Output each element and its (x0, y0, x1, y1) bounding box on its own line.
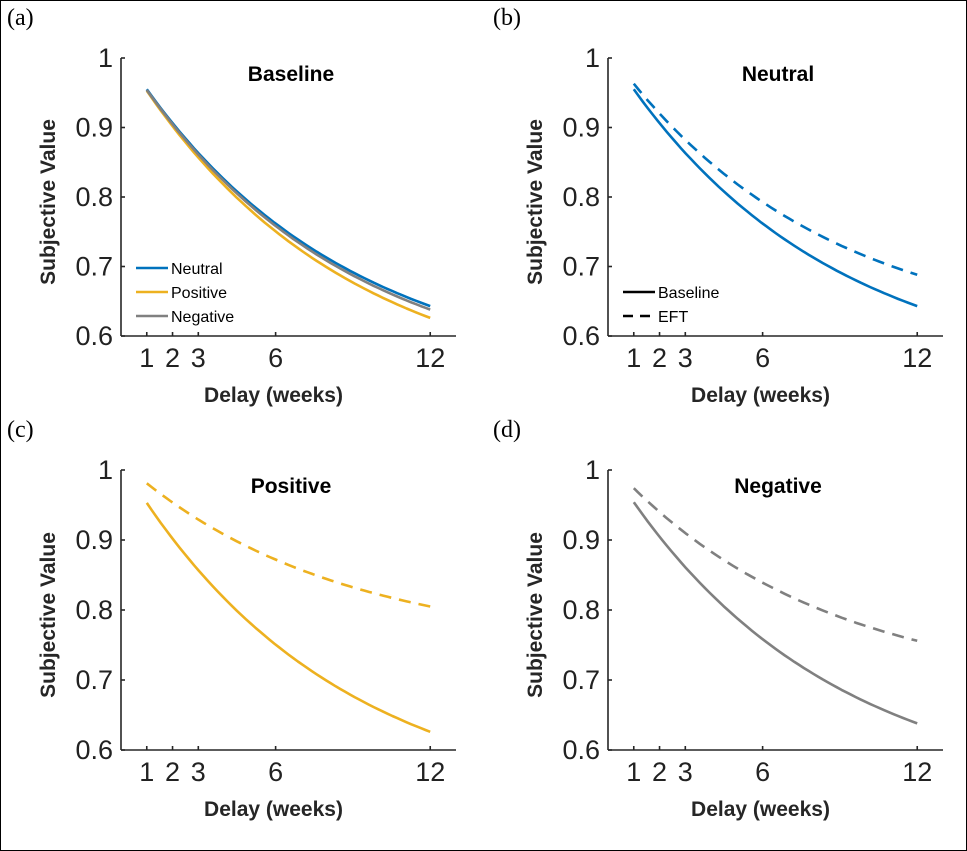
panel-letter: (c) (7, 417, 34, 443)
chart-title: Positive (251, 475, 332, 498)
chart-title: Negative (734, 475, 822, 498)
legend-label: Neutral (171, 261, 223, 278)
x-tick-label: 1 (139, 343, 154, 373)
x-tick-label: 3 (191, 757, 206, 787)
panel-letter: (d) (493, 417, 521, 443)
series-line-eft (145, 482, 431, 608)
y-tick-label: 0.9 (75, 525, 113, 555)
x-axis-label: Delay (weeks) (204, 384, 343, 407)
series-line-negative (145, 89, 431, 311)
x-tick-label: 12 (902, 343, 932, 373)
y-tick-label: 0.9 (562, 525, 600, 555)
y-tick-label: 0.9 (562, 113, 600, 143)
x-tick-label: 3 (678, 343, 693, 373)
chart-title: Neutral (742, 63, 814, 86)
y-axis-label: Subjective Value (524, 532, 547, 698)
x-tick-label: 6 (268, 343, 283, 373)
y-tick-label: 0.7 (562, 665, 600, 695)
series-line-positive (145, 89, 431, 320)
x-tick-label: 12 (902, 757, 932, 787)
x-tick-label: 1 (626, 343, 641, 373)
x-tick-label: 1 (139, 757, 154, 787)
y-tick-label: 1 (98, 455, 113, 485)
x-axis-label: Delay (weeks) (691, 384, 830, 407)
x-tick-label: 2 (165, 343, 180, 373)
y-tick-label: 0.6 (562, 321, 600, 351)
series-line-baseline (145, 502, 431, 734)
x-tick-label: 6 (268, 757, 283, 787)
x-tick-label: 12 (415, 343, 445, 373)
series-line-baseline (632, 501, 918, 725)
y-tick-label: 1 (585, 43, 600, 73)
x-tick-label: 2 (652, 343, 667, 373)
series-line-baseline (632, 88, 918, 308)
x-tick-label: 3 (191, 343, 206, 373)
y-tick-label: 0.6 (562, 735, 600, 765)
y-tick-label: 0.6 (75, 321, 113, 351)
y-tick-label: 0.7 (562, 252, 600, 282)
x-axis-label: Delay (weeks) (691, 798, 830, 821)
y-axis-label: Subjective Value (524, 119, 547, 285)
y-tick-label: 0.8 (562, 182, 600, 212)
x-tick-label: 3 (678, 757, 693, 787)
y-tick-label: 1 (98, 43, 113, 73)
y-tick-label: 0.8 (75, 182, 113, 212)
legend-label: Negative (171, 309, 234, 326)
panel-letter: (b) (493, 5, 521, 31)
legend-label: EFT (658, 309, 688, 326)
y-axis-label: Subjective Value (37, 532, 60, 698)
y-tick-label: 0.9 (75, 113, 113, 143)
series-line-eft (632, 487, 918, 643)
x-tick-label: 12 (415, 757, 445, 787)
series-line-eft (632, 82, 918, 277)
y-axis-label: Subjective Value (37, 119, 60, 285)
x-axis-label: Delay (weeks) (204, 798, 343, 821)
y-tick-label: 0.7 (75, 252, 113, 282)
chart-title: Baseline (248, 63, 334, 86)
panel-letter: (a) (7, 5, 34, 31)
y-tick-label: 0.6 (75, 735, 113, 765)
x-tick-label: 6 (755, 343, 770, 373)
y-tick-label: 0.8 (562, 595, 600, 625)
x-tick-label: 6 (755, 757, 770, 787)
x-tick-label: 2 (165, 757, 180, 787)
legend-label: Baseline (658, 285, 719, 302)
y-tick-label: 0.8 (75, 595, 113, 625)
y-tick-label: 0.7 (75, 665, 113, 695)
legend-label: Positive (171, 285, 227, 302)
x-tick-label: 2 (652, 757, 667, 787)
y-tick-label: 1 (585, 455, 600, 485)
x-tick-label: 1 (626, 757, 641, 787)
